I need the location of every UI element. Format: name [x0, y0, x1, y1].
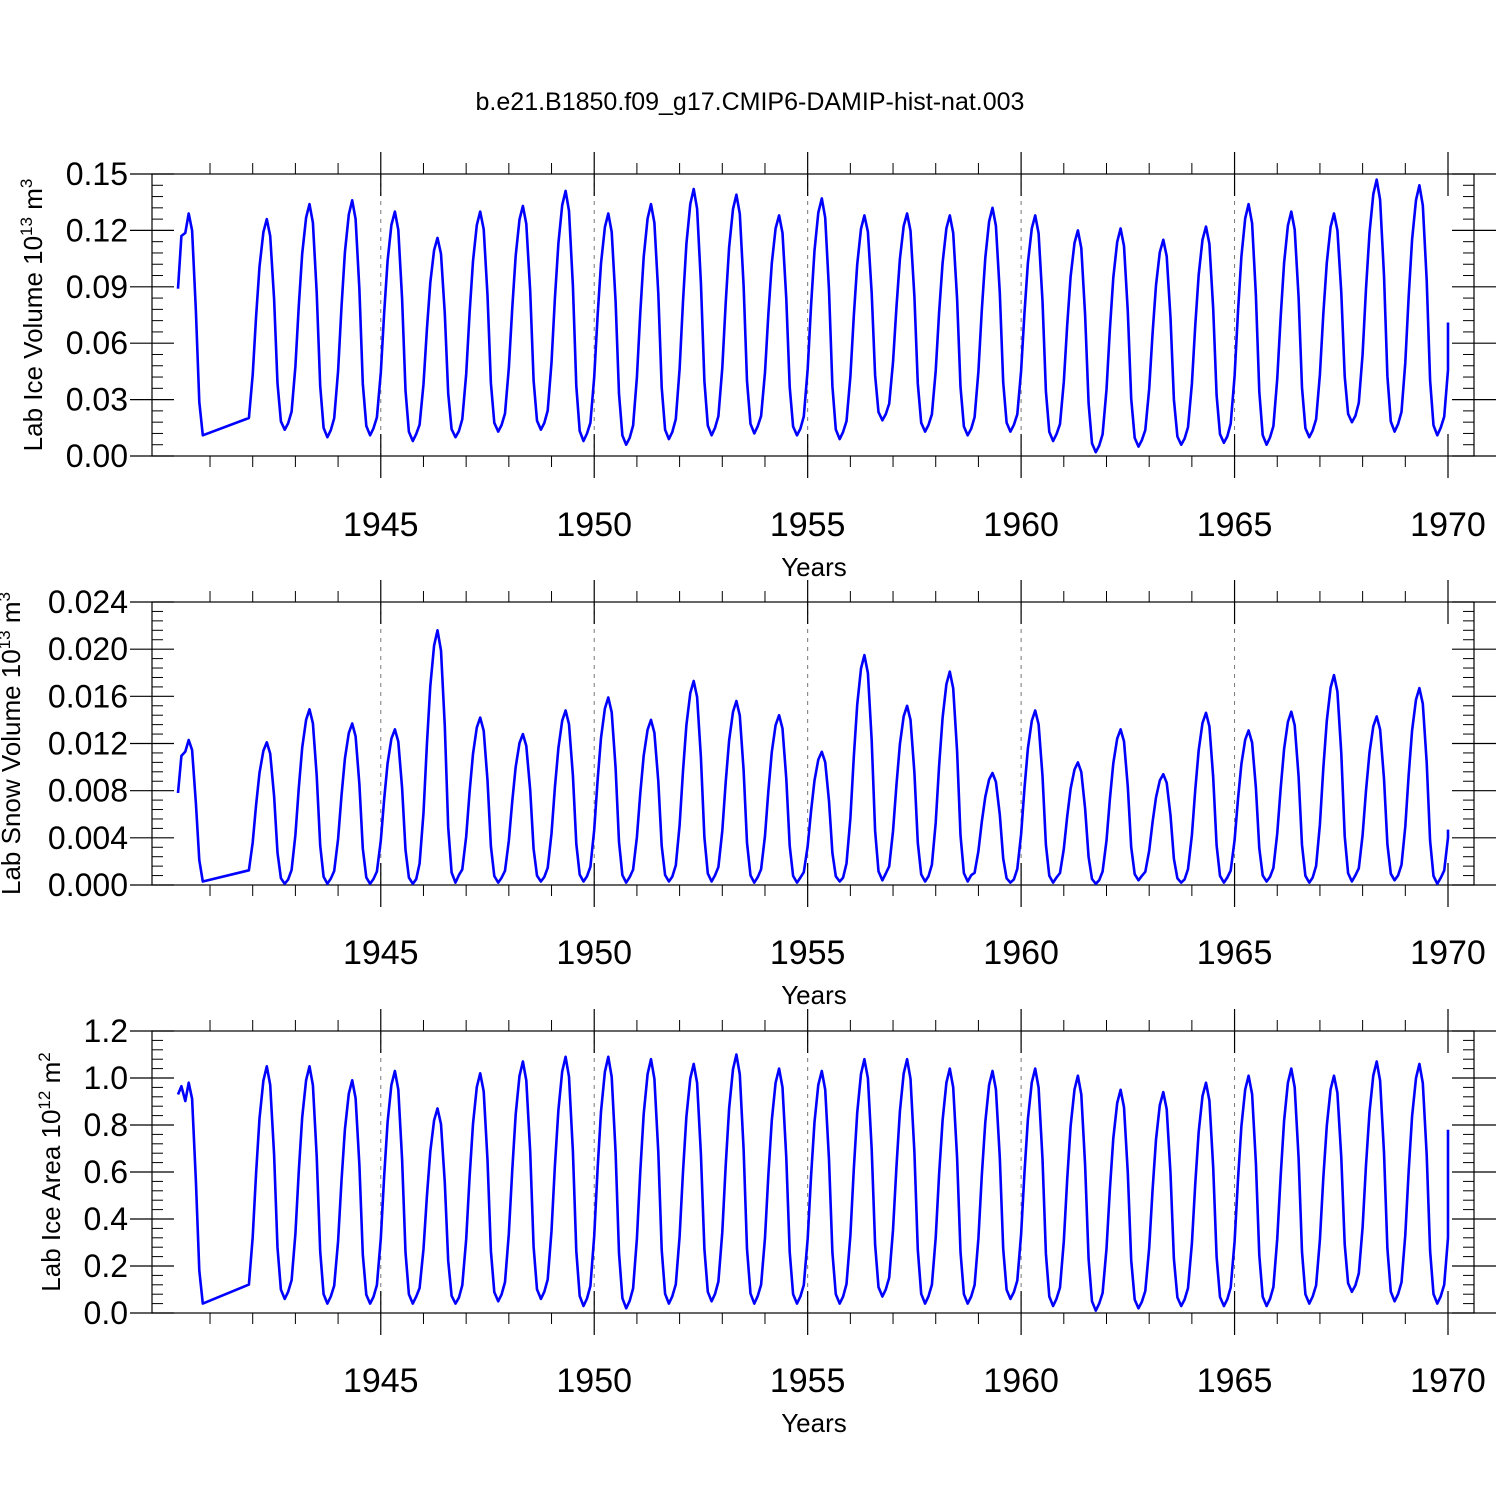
ytick-label: 0.012: [48, 726, 128, 762]
x-axis-title: Years: [781, 980, 847, 1010]
ytick-label: 0.6: [84, 1154, 128, 1190]
panel-ice-volume: 0.00 0.03 0.06 0.09 0.12 0.15 1945 1950 1955 1960…: [17, 152, 1496, 582]
xtick-label: 1945: [343, 934, 419, 972]
x-axis-title: Years: [781, 1408, 847, 1438]
plot-frame: [151, 173, 1475, 457]
series-line-ice-area: [176, 1053, 1450, 1312]
ytick-label: 0.004: [48, 820, 128, 856]
xtick-label: 1960: [983, 1362, 1059, 1400]
xtick-label: 1950: [556, 1362, 632, 1400]
ytick-label: 0.000: [48, 867, 128, 903]
xtick-label: 1960: [983, 934, 1059, 972]
xtick-label: 1945: [343, 506, 419, 544]
ytick-label: 0.03: [66, 382, 128, 418]
xtick-label: 1955: [770, 506, 846, 544]
ytick-label: 0.06: [66, 325, 128, 361]
xtick-label: 1960: [983, 506, 1059, 544]
xtick-label: 1955: [770, 934, 846, 972]
ytick-label: 0.15: [66, 156, 128, 192]
xtick-label: 1970: [1410, 1362, 1486, 1400]
xtick-label: 1970: [1410, 934, 1486, 972]
ytick-label: 0.0: [84, 1295, 128, 1331]
ytick-label: 0.12: [66, 212, 128, 248]
xtick-label: 1950: [556, 506, 632, 544]
ytick-label: 0.00: [66, 438, 128, 474]
y-axis-title: Lab Snow Volume 1013 m3: [0, 592, 26, 895]
ytick-label: 0.020: [48, 631, 128, 667]
series-line-ice-volume: [176, 178, 1450, 454]
y-axis-title: Lab Ice Area 1012 m2: [35, 1052, 66, 1291]
ytick-label: 0.8: [84, 1107, 128, 1143]
ytick-label: 0.008: [48, 773, 128, 809]
panel-snow-volume: 0.000 0.004 0.008 0.012 0.016 0.020 0.024 1945 1…: [0, 580, 1496, 1010]
ytick-label: 0.09: [66, 269, 128, 305]
x-axis-title: Years: [781, 552, 847, 582]
ytick-label: 0.016: [48, 678, 128, 714]
y-axis-title: Lab Ice Volume 1013 m3: [17, 179, 48, 452]
ytick-label: 1.2: [84, 1013, 128, 1049]
xtick-label: 1970: [1410, 506, 1486, 544]
xtick-label: 1945: [343, 1362, 419, 1400]
ytick-label: 0.2: [84, 1248, 128, 1284]
xtick-label: 1950: [556, 934, 632, 972]
panel-ice-area: 0.0 0.2 0.4 0.6 0.8 1.0 1.2 1945 1950 1955 1960 196…: [35, 1009, 1496, 1438]
xtick-label: 1965: [1197, 934, 1273, 972]
ytick-label: 0.024: [48, 584, 128, 620]
xtick-label: 1965: [1197, 1362, 1273, 1400]
ytick-label: 1.0: [84, 1060, 128, 1096]
xtick-label: 1955: [770, 1362, 846, 1400]
chart-title: b.e21.B1850.f09_g17.CMIP6-DAMIP-hist-nat…: [476, 88, 1025, 116]
series-line-snow-volume: [176, 629, 1450, 886]
xtick-label: 1965: [1197, 506, 1273, 544]
ytick-label: 0.4: [84, 1201, 128, 1237]
